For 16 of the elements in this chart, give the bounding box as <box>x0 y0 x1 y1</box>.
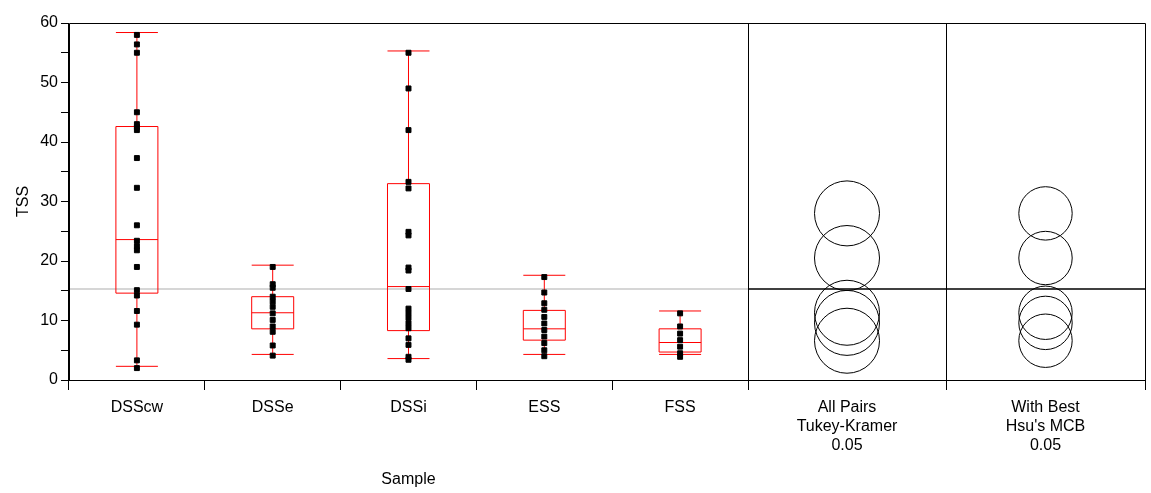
y-tick-label: 20 <box>40 251 59 269</box>
y-tick-label: 0 <box>49 370 59 388</box>
x-axis-title: Sample <box>381 469 436 487</box>
y-tick-label: 40 <box>40 132 59 150</box>
y-tick-label: 50 <box>40 72 59 90</box>
x-tick-label: All Pairs Tukey-Kramer 0.05 <box>796 398 899 454</box>
y-axis-title: TSS <box>14 185 32 218</box>
x-tick-label: DSSe <box>251 398 294 416</box>
y-tick-label: 10 <box>40 310 59 328</box>
x-tick-label: With Best Hsu's MCB 0.05 <box>1005 398 1086 454</box>
y-tick-label: 60 <box>40 13 59 31</box>
x-tick-label: FSS <box>664 398 696 416</box>
y-tick-label: 30 <box>40 191 59 209</box>
x-tick-label: DSSi <box>390 398 427 416</box>
x-tick-label: ESS <box>528 398 561 416</box>
x-tick-label: DSScw <box>110 398 164 416</box>
